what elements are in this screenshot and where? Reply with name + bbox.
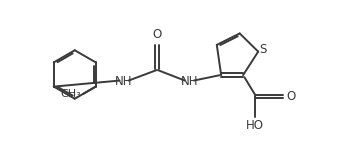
Text: CH₃: CH₃ [61,89,81,99]
Text: NH: NH [115,75,132,88]
Text: O: O [152,28,162,41]
Text: NH: NH [180,75,198,88]
Text: O: O [287,90,296,103]
Text: HO: HO [246,119,264,132]
Text: S: S [260,43,267,56]
